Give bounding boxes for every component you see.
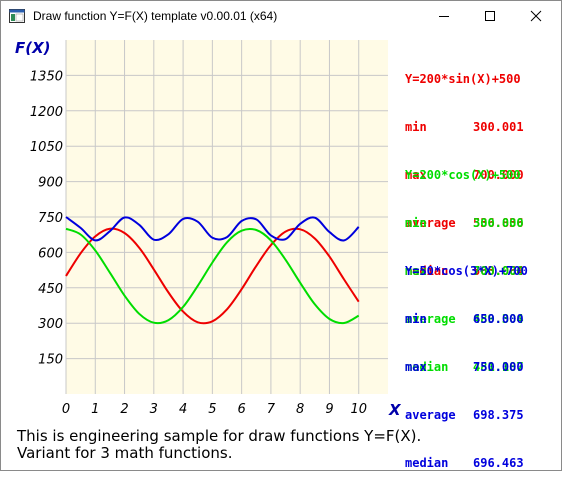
series-2-formula: Y=200*cos(X)+500 bbox=[405, 168, 521, 182]
x-axis-title: X bbox=[388, 401, 401, 419]
series-2-min-row: min 300.000 bbox=[405, 215, 524, 231]
x-tick-label: 4 bbox=[179, 402, 187, 417]
y-tick-label: 450 bbox=[38, 282, 63, 297]
series-3-min-label: min bbox=[405, 312, 427, 326]
series-2-max-value: 700.000 bbox=[473, 264, 524, 278]
window-title: Draw function Y=F(X) template v0.00.01 (… bbox=[33, 9, 278, 23]
series-1-median-label: median bbox=[405, 264, 449, 278]
series-line-3 bbox=[65, 216, 360, 242]
series-3-average-row: average 698.375 bbox=[405, 407, 528, 423]
series-3-median-label: median bbox=[405, 456, 449, 470]
series-1-average-label: average bbox=[405, 216, 456, 230]
series-2-max-label: max bbox=[405, 264, 427, 278]
series-2-median-value: 481.187 bbox=[473, 360, 524, 374]
maximize-button[interactable] bbox=[467, 1, 513, 31]
minimize-button[interactable] bbox=[421, 1, 467, 31]
x-tick-label: 6 bbox=[237, 402, 245, 417]
series-line-2 bbox=[65, 227, 360, 325]
description-caption: This is engineering sample for draw func… bbox=[17, 428, 421, 462]
series-1-min-value: 300.001 bbox=[473, 120, 524, 134]
x-tick-label: 1 bbox=[91, 402, 99, 417]
series-3-min-value: 650.000 bbox=[473, 312, 524, 326]
y-tick-label: 1200 bbox=[30, 105, 63, 120]
series-3-median-value: 696.463 bbox=[473, 456, 524, 470]
title-bar[interactable]: Draw function Y=F(X) template v0.00.01 (… bbox=[1, 1, 561, 31]
y-axis-title: F(X) bbox=[15, 39, 51, 57]
minimize-icon bbox=[439, 16, 449, 17]
series-3-max-value: 750.000 bbox=[473, 360, 524, 374]
series-1-max-row: max 700.000 bbox=[405, 167, 524, 183]
series-3-median-row: median 696.463 bbox=[405, 455, 528, 471]
x-tick-label: 8 bbox=[296, 402, 304, 417]
caption-line-1: This is engineering sample for draw func… bbox=[17, 427, 422, 445]
caption-line-2: Variant for 3 math functions. bbox=[17, 444, 233, 462]
y-tick-label: 1350 bbox=[30, 69, 63, 84]
x-tick-label: 3 bbox=[150, 402, 158, 417]
maximize-icon bbox=[485, 11, 495, 21]
series-2-min-label: min bbox=[405, 216, 427, 230]
x-tick-label: 7 bbox=[267, 402, 276, 417]
series-3-min-row: min 650.000 bbox=[405, 311, 528, 327]
x-tick-label: 9 bbox=[325, 402, 333, 417]
series-3-formula: Y=50*cos(3*X)+700 bbox=[405, 264, 528, 278]
series-2-max-row: max 700.000 bbox=[405, 263, 524, 279]
x-tick-label: 0 bbox=[62, 402, 70, 417]
close-icon bbox=[530, 10, 542, 22]
y-tick-label: 300 bbox=[38, 317, 63, 332]
series-1-median-value: 563.064 bbox=[473, 264, 524, 278]
series-2-median-label: median bbox=[405, 360, 449, 374]
series-2-average-value: 489.304 bbox=[473, 312, 524, 326]
series-3-average-value: 698.375 bbox=[473, 408, 524, 422]
series-1-average-value: 536.836 bbox=[473, 216, 524, 230]
series-1-max-label: max bbox=[405, 168, 427, 182]
series-3-max-label: max bbox=[405, 360, 427, 374]
y-tick-label: 600 bbox=[38, 246, 63, 261]
series-1-min-row: min 300.001 bbox=[405, 119, 524, 135]
client-area: 0 1 2 3 4 5 6 7 8 9 10 150 300 450 600 750 900 1050 1200 13… bbox=[1, 31, 561, 470]
statistics-panel: Y=200*sin(X)+500 min 300.001 max 700.000 a… bbox=[405, 39, 528, 470]
series-1-average-row: average 536.836 bbox=[405, 215, 524, 231]
y-tick-label: 900 bbox=[38, 176, 63, 191]
stats-series-3: Y=50*cos(3*X)+700 min 650.000 max 750.000 … bbox=[405, 231, 528, 503]
series-1-median-row: median 563.064 bbox=[405, 263, 524, 279]
y-tick-label: 750 bbox=[38, 211, 63, 226]
series-3-max-row: max 750.000 bbox=[405, 359, 528, 375]
stats-series-2: Y=200*cos(X)+500 min 300.000 max 700.000 a… bbox=[405, 135, 524, 407]
x-tick-label: 5 bbox=[208, 402, 216, 417]
series-1-max-value: 700.000 bbox=[473, 168, 524, 182]
series-line-1 bbox=[65, 227, 360, 325]
close-button[interactable] bbox=[513, 1, 559, 31]
x-tick-label: 2 bbox=[120, 402, 128, 417]
function-chart: 0 1 2 3 4 5 6 7 8 9 10 150 300 450 600 750 900 1050 1200 13… bbox=[15, 39, 401, 419]
series-3-average-label: average bbox=[405, 408, 456, 422]
app-window: Draw function Y=F(X) template v0.00.01 (… bbox=[0, 0, 562, 471]
x-tick-label: 10 bbox=[350, 402, 367, 417]
y-tick-label: 150 bbox=[38, 353, 63, 368]
app-window-icon bbox=[9, 9, 25, 23]
series-2-median-row: median 481.187 bbox=[405, 359, 524, 375]
series-2-average-row: average 489.304 bbox=[405, 311, 524, 327]
series-2-average-label: average bbox=[405, 312, 456, 326]
y-tick-label: 1050 bbox=[30, 140, 63, 155]
series-1-min-label: min bbox=[405, 120, 427, 134]
stats-series-1: Y=200*sin(X)+500 min 300.001 max 700.000 a… bbox=[405, 39, 524, 311]
series-1-formula: Y=200*sin(X)+500 bbox=[405, 72, 521, 86]
series-2-min-value: 300.000 bbox=[473, 216, 524, 230]
